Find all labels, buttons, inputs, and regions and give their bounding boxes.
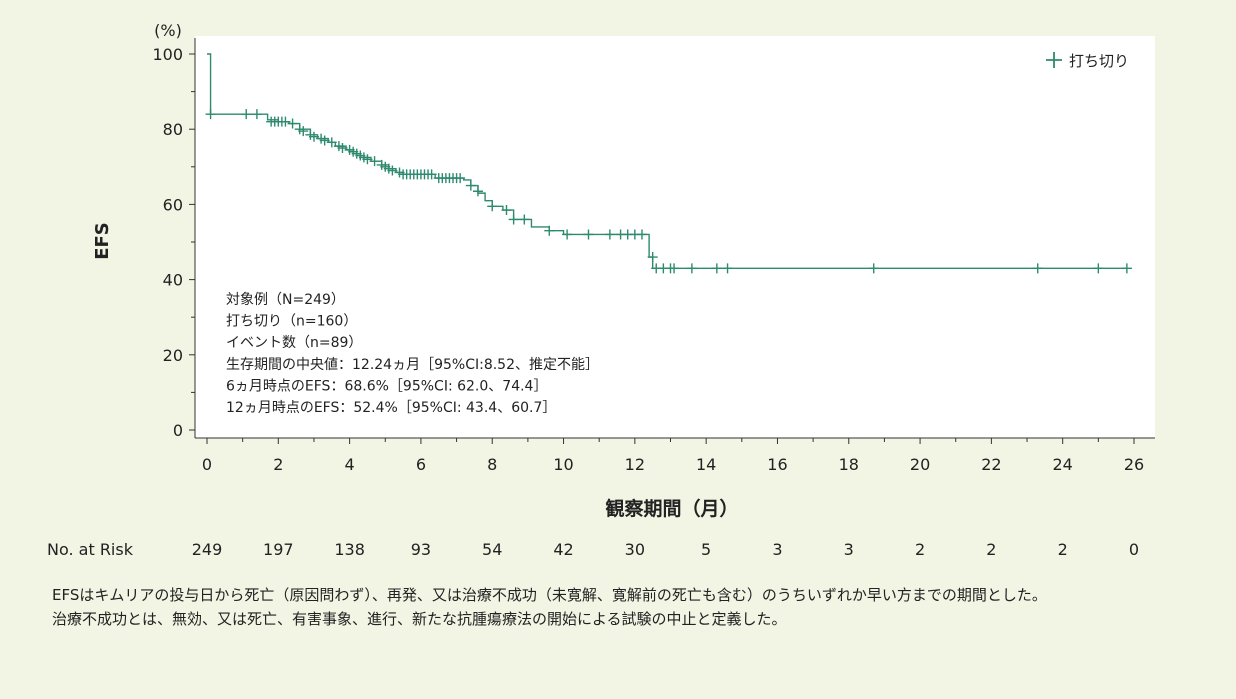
censor-mark bbox=[298, 126, 309, 137]
at-risk-value: 5 bbox=[701, 540, 711, 559]
annotation-line: 生存期間の中央値：12.24ヵ月［95%CI:8.52、推定不能］ bbox=[226, 357, 599, 373]
legend-label: 打ち切り bbox=[1069, 52, 1129, 70]
annotation-line: 打ち切り（n=160） bbox=[226, 313, 357, 330]
y-unit-label: (%) bbox=[154, 21, 182, 40]
annotation-block: 対象例（N=249） 打ち切り（n=160） イベント数（n=89） 生存期間の中央値… bbox=[226, 292, 599, 416]
censor-mark bbox=[544, 225, 555, 236]
x-tick-label: 26 bbox=[1124, 455, 1144, 474]
y-axis-title: EFS bbox=[92, 222, 113, 260]
x-tick-label: 6 bbox=[416, 455, 426, 474]
x-tick-label: 2 bbox=[273, 455, 283, 474]
at-risk-value: 2 bbox=[1058, 540, 1068, 559]
censor-mark bbox=[1093, 263, 1104, 274]
x-tick-label: 0 bbox=[202, 455, 212, 474]
footnote-2: 治療不成功とは、無効、又は死亡、有害事象、進行、新たな抗腫瘍療法の開始による試験… bbox=[52, 610, 787, 628]
censor-mark bbox=[508, 214, 519, 225]
censor-mark bbox=[519, 214, 530, 225]
x-tick-label: 20 bbox=[910, 455, 930, 474]
censor-mark bbox=[369, 156, 380, 167]
censor-mark bbox=[1032, 263, 1043, 274]
censor-mark bbox=[455, 173, 466, 184]
y-tick-label: 40 bbox=[163, 271, 183, 290]
censor-mark bbox=[465, 180, 476, 191]
censor-mark bbox=[326, 137, 337, 148]
x-axis-title: 観察期間（月） bbox=[605, 497, 738, 520]
x-tick-label: 24 bbox=[1053, 455, 1073, 474]
y-tick-label: 60 bbox=[163, 195, 183, 214]
censor-mark bbox=[287, 118, 298, 129]
annotation-line: 6ヵ月時点のEFS：68.6%［95%CI: 62.0、74.4］ bbox=[226, 378, 547, 394]
censor-mark bbox=[1121, 263, 1132, 274]
censor-mark bbox=[562, 229, 573, 240]
x-tick-label: 12 bbox=[625, 455, 645, 474]
at-risk-value: 30 bbox=[625, 540, 645, 559]
legend: 打ち切り bbox=[1046, 52, 1129, 70]
y-tick-label: 20 bbox=[163, 346, 183, 365]
at-risk-value: 93 bbox=[411, 540, 431, 559]
legend-censor-symbol bbox=[1046, 52, 1062, 68]
at-risk-value: 3 bbox=[844, 540, 854, 559]
censor-mark bbox=[487, 201, 498, 212]
at-risk-value: 197 bbox=[263, 540, 294, 559]
x-tick-label: 8 bbox=[487, 455, 497, 474]
footnote-1: EFSはキムリアの投与日から死亡（原因問わず）、再発、又は治療不成功（未寛解、寛… bbox=[52, 586, 1047, 604]
censor-mark bbox=[669, 263, 680, 274]
annotation-line: 対象例（N=249） bbox=[226, 292, 345, 308]
at-risk-value: 249 bbox=[192, 540, 223, 559]
at-risk-value: 2 bbox=[986, 540, 996, 559]
censor-mark bbox=[472, 186, 483, 197]
at-risk-value: 3 bbox=[772, 540, 782, 559]
x-tick-label: 4 bbox=[345, 455, 355, 474]
at-risk-value: 2 bbox=[915, 540, 925, 559]
footnotes: EFSはキムリアの投与日から死亡（原因問わず）、再発、又は治療不成功（未寛解、寛… bbox=[52, 583, 1212, 631]
y-tick-label: 0 bbox=[173, 421, 183, 440]
x-tick-label: 14 bbox=[696, 455, 716, 474]
censor-mark bbox=[426, 169, 437, 180]
x-tick-label: 18 bbox=[839, 455, 859, 474]
censor-mark bbox=[604, 229, 615, 240]
censor-mark bbox=[319, 135, 330, 146]
annotation-line: 12ヵ月時点のEFS：52.4%［95%CI: 43.4、60.7］ bbox=[226, 400, 556, 416]
censor-mark bbox=[722, 263, 733, 274]
censor-mark bbox=[337, 143, 348, 153]
at-risk-value: 54 bbox=[482, 540, 502, 559]
censor-mark bbox=[241, 109, 252, 120]
at-risk-value: 0 bbox=[1129, 540, 1139, 559]
censor-mark bbox=[686, 263, 697, 274]
x-tick-label: 16 bbox=[767, 455, 787, 474]
censor-marks bbox=[205, 109, 1132, 274]
censor-mark bbox=[711, 263, 722, 274]
censor-mark bbox=[868, 263, 879, 274]
censor-mark bbox=[636, 229, 647, 240]
y-tick-label: 80 bbox=[163, 120, 183, 139]
y-tick-label: 100 bbox=[152, 45, 183, 64]
censor-mark bbox=[205, 109, 216, 120]
censor-mark bbox=[280, 116, 291, 127]
annotation-line: イベント数（n=89） bbox=[226, 335, 362, 351]
at-risk-table: No. at Risk 249 197 138 93 54 42 30 5 3 3 2 2 2 0 bbox=[47, 540, 1139, 559]
plot-area bbox=[195, 36, 1155, 438]
at-risk-value: 138 bbox=[334, 540, 365, 559]
x-tick-label: 10 bbox=[553, 455, 573, 474]
at-risk-value: 42 bbox=[553, 540, 573, 559]
x-tick-label: 22 bbox=[981, 455, 1001, 474]
censor-mark bbox=[362, 154, 373, 165]
censor-mark bbox=[308, 131, 319, 142]
censor-mark bbox=[647, 252, 658, 263]
censor-mark bbox=[583, 229, 594, 240]
censor-mark bbox=[387, 165, 398, 176]
censor-mark bbox=[251, 109, 262, 120]
at-risk-label: No. at Risk bbox=[47, 540, 134, 559]
censor-mark bbox=[501, 205, 512, 216]
